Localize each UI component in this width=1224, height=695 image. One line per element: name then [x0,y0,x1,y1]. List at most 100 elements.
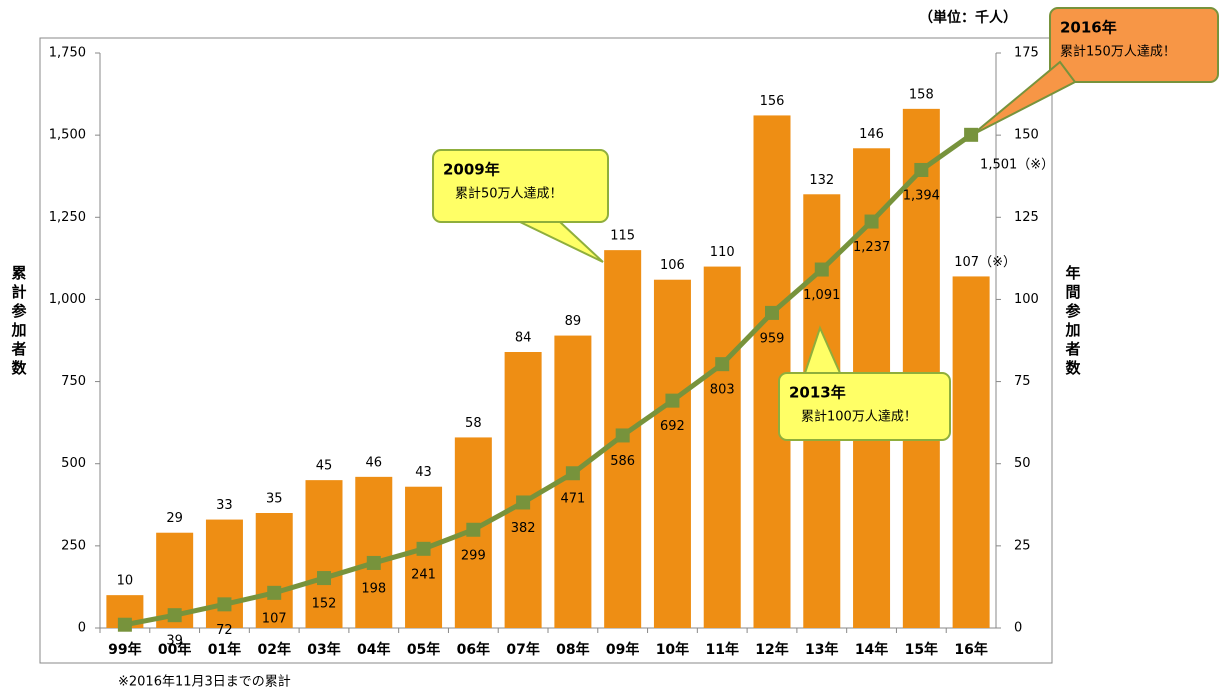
y-tick-label: 750 [61,374,86,389]
callout-box [778,372,951,441]
bar-label: 156 [760,94,785,109]
callout-box [1049,7,1219,83]
y2-tick-label: 75 [1014,374,1031,389]
x-tick-label: 09年 [606,641,639,658]
x-tick-label: 15年 [905,641,938,658]
bar-label: 46 [366,455,383,470]
line-label: 299 [461,548,486,563]
line-label: 586 [610,454,635,469]
y-tick-label: 1,500 [49,128,86,143]
line-label: 1,237 [853,240,890,255]
x-tick-label: 13年 [805,641,838,658]
x-tick-label: 08年 [556,641,589,658]
line-label: 107 [262,611,287,626]
line-marker [814,262,829,277]
bar-label: 115 [610,229,635,244]
y-tick-label: 250 [61,538,86,553]
line-marker [765,305,779,320]
line-label: 959 [760,331,785,346]
x-tick-label: 04年 [357,641,390,658]
line-label: 1,501（※） [980,157,1054,172]
line-marker [416,541,431,556]
bar-label: 107（※） [954,255,1016,270]
x-tick-label: 01年 [208,641,241,658]
line-label: 382 [511,521,536,536]
bar-label: 43 [415,465,432,480]
bar-label: 58 [465,416,482,431]
x-tick-label: 06年 [457,641,490,658]
line-label: 152 [312,597,337,612]
callout-title: 2016年 [1060,19,1117,37]
y-axis-label: 累計参加者数 [10,265,28,379]
bar [255,513,293,628]
x-tick-label: 05年 [407,641,440,658]
line-marker [715,357,730,372]
line-label: 39 [166,634,183,649]
y-tick-label: 1,000 [49,292,86,307]
x-tick-label: 16年 [954,641,987,658]
bar-label: 106 [660,258,685,273]
bar-label: 89 [565,314,582,329]
line-label: 803 [710,383,735,398]
callout-pointer [803,325,842,374]
x-tick-label: 02年 [257,641,290,658]
callout-pointer [519,221,604,263]
bar [355,476,393,628]
callout-title: 2013年 [789,384,846,402]
line-marker [615,428,630,443]
footnote: ※2016年11月3日までの累計 [118,674,291,690]
x-tick-label: 07年 [506,641,539,658]
line-marker [117,617,132,632]
line-marker [466,522,481,537]
bar [703,266,741,628]
y-tick-label: 500 [61,456,86,471]
bar-label: 146 [859,127,884,142]
unit-note: （単位：千人） [919,9,1017,26]
y-tick-label: 1,750 [49,46,86,61]
line-label: 198 [361,581,386,596]
line-marker [964,127,979,142]
callout-text: 累計150万人達成！ [1060,44,1176,60]
line-marker [864,214,879,229]
line-marker [565,466,580,481]
y2-tick-label: 150 [1014,128,1039,143]
bar [952,276,990,628]
x-tick-label: 14年 [855,641,888,658]
bar [504,352,542,628]
chart-border [39,37,1053,664]
y2-tick-label: 100 [1014,292,1039,307]
bar-label: 158 [909,87,934,102]
y2-tick-label: 175 [1014,46,1039,61]
line-marker [366,555,381,570]
callout-text: 累計100万人達成！ [801,409,917,425]
line [124,132,973,628]
x-tick-label: 99年 [108,641,141,658]
bar [753,115,791,628]
bar [205,519,243,628]
y2-tick-label: 0 [1014,621,1022,636]
x-tick-label: 12年 [755,641,788,658]
callout-title: 2009年 [443,161,500,179]
y-tick-label: 1,250 [49,210,86,225]
line-label: 72 [216,623,233,638]
line-label: 692 [660,419,685,434]
line-label: 241 [411,567,436,582]
bar-label: 33 [216,498,233,513]
line-marker [914,162,929,177]
bar-label: 110 [710,245,735,260]
callout-pointer [971,60,1077,136]
line-marker [317,571,331,586]
line-label: 471 [560,492,585,507]
bar-label: 84 [515,331,532,346]
line-marker [665,393,680,408]
bar-label: 35 [266,492,283,507]
bar-label: 45 [316,459,333,474]
y2-tick-label: 125 [1014,210,1039,225]
bar [902,108,940,629]
line-marker [516,495,531,510]
line-marker [217,597,232,612]
bar [305,480,343,628]
y2-axis-label: 年間参加者数 [1064,264,1082,379]
callout-text: 累計50万人達成！ [455,186,563,202]
x-tick-label: 10年 [656,641,689,658]
